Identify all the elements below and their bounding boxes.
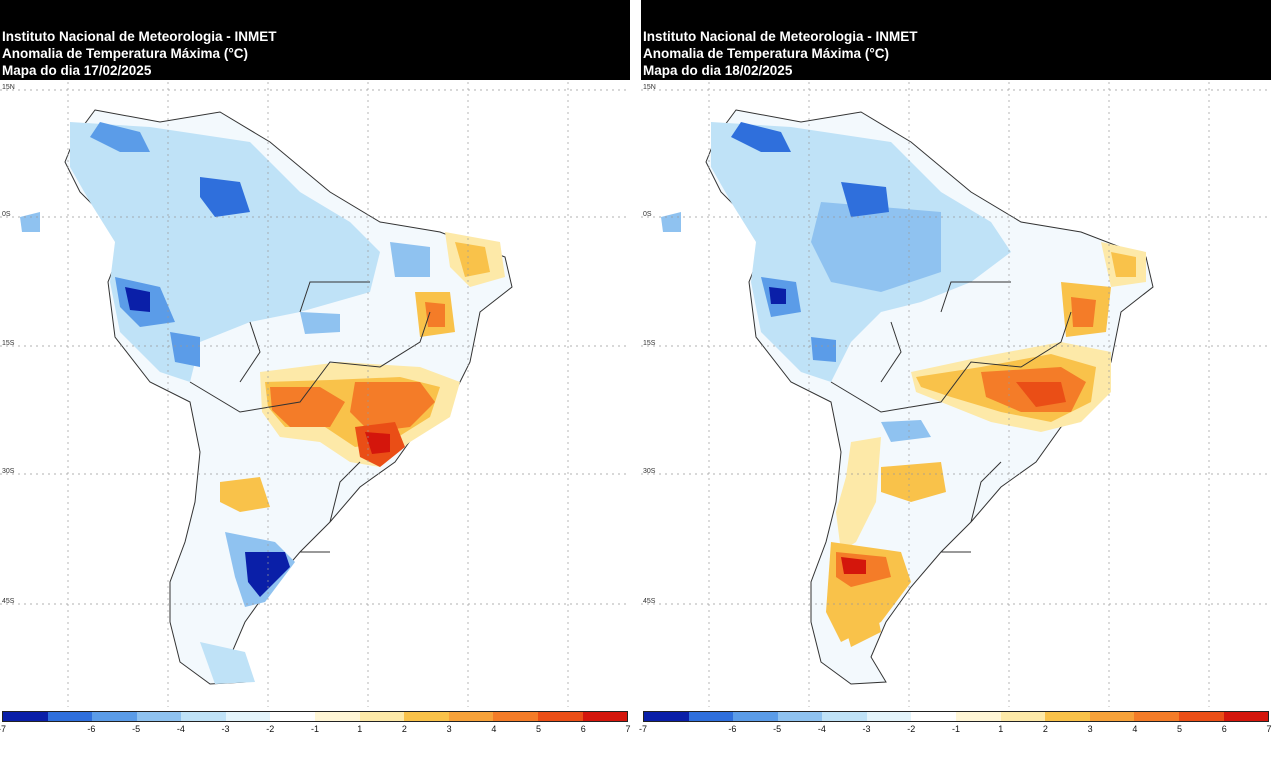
map-header: Instituto Nacional de Meteorologia - INM… xyxy=(641,0,1271,80)
colorbar: -7 -6 -5 -4 -3 -2 -1 1 2 3 4 5 6 7 xyxy=(0,709,631,737)
colorbar-tick-label: -1 xyxy=(310,724,320,734)
colorbar-tick-label: -7 xyxy=(0,724,7,734)
lat-label-45s: 45S xyxy=(643,598,656,605)
colorbar-segment xyxy=(537,712,583,721)
map-header: Instituto Nacional de Meteorologia - INM… xyxy=(0,0,630,80)
map-panel-18-02: Instituto Nacional de Meteorologia - INM… xyxy=(638,0,1272,740)
colorbar-segment xyxy=(1000,712,1046,721)
colorbar-tick-label: 4 xyxy=(1132,724,1138,734)
institution-title: Instituto Nacional de Meteorologia - INM… xyxy=(643,29,918,44)
colorbar-segments xyxy=(643,711,1269,722)
colorbar-tick-label: -6 xyxy=(728,724,737,734)
colorbar-tick-label: 1 xyxy=(357,724,363,734)
colorbar-segment xyxy=(136,712,182,721)
colorbar-segment xyxy=(911,712,957,721)
colorbar-segment xyxy=(315,712,360,721)
colorbar-segments xyxy=(2,711,628,722)
colorbar-segment xyxy=(448,712,494,721)
colorbar-segment xyxy=(270,712,316,721)
south-america-map xyxy=(641,82,1271,707)
colorbar-tick-label: -4 xyxy=(817,724,826,734)
colorbar-segment xyxy=(225,712,271,721)
colorbar-segment xyxy=(688,712,734,721)
map-date: Mapa do dia 17/02/2025 xyxy=(2,63,152,78)
colorbar-segment xyxy=(733,712,778,721)
colorbar-tick-label: 5 xyxy=(536,724,542,734)
colorbar-segment xyxy=(777,712,823,721)
colorbar-tick-label: -4 xyxy=(176,724,185,734)
colorbar-segment xyxy=(493,712,538,721)
colorbar-segment xyxy=(1223,712,1269,721)
colorbar-segment xyxy=(1134,712,1179,721)
colorbar-tick-label: -2 xyxy=(907,724,916,734)
colorbar-tick-label: 7 xyxy=(1266,724,1272,734)
colorbar-tick-label: 3 xyxy=(446,724,452,734)
lat-label-30s: 30S xyxy=(2,468,15,475)
colorbar-segment xyxy=(644,712,689,721)
lat-label-15s: 15S xyxy=(643,340,656,347)
anomaly-map: 15N 0S 15S 30S 45S xyxy=(0,82,630,707)
colorbar-tick-label: 4 xyxy=(491,724,497,734)
colorbar-segment xyxy=(582,712,628,721)
colorbar-segment xyxy=(404,712,449,721)
lat-label-15s: 15S xyxy=(2,340,15,347)
colorbar-segment xyxy=(956,712,1001,721)
colorbar-tick-label: 6 xyxy=(580,724,586,734)
colorbar-tick-label: 2 xyxy=(1042,724,1048,734)
lat-label-15n: 15N xyxy=(643,84,656,91)
colorbar-segment xyxy=(866,712,912,721)
lat-label-30s: 30S xyxy=(643,468,656,475)
colorbar: -7 -6 -5 -4 -3 -2 -1 1 2 3 4 5 6 7 xyxy=(638,709,1272,737)
south-america-map xyxy=(0,82,630,707)
lat-label-45s: 45S xyxy=(2,598,15,605)
colorbar-tick-label: -1 xyxy=(951,724,961,734)
colorbar-tick-label: 6 xyxy=(1221,724,1227,734)
colorbar-segment xyxy=(1089,712,1135,721)
panel-separator xyxy=(631,0,641,764)
colorbar-tick-label: 3 xyxy=(1087,724,1093,734)
colorbar-tick-label: -3 xyxy=(862,724,871,734)
colorbar-tick-label: -7 xyxy=(638,724,648,734)
colorbar-segment xyxy=(1178,712,1224,721)
product-title: Anomalia de Temperatura Máxima (°C) xyxy=(643,46,889,61)
product-title: Anomalia de Temperatura Máxima (°C) xyxy=(2,46,248,61)
colorbar-segment xyxy=(47,712,93,721)
lat-label-0s: 0S xyxy=(2,211,11,218)
colorbar-tick-label: -5 xyxy=(132,724,141,734)
colorbar-segment xyxy=(3,712,48,721)
colorbar-tick-label: -3 xyxy=(221,724,230,734)
map-date: Mapa do dia 18/02/2025 xyxy=(643,63,793,78)
colorbar-tick-label: -6 xyxy=(87,724,96,734)
colorbar-tick-label: -2 xyxy=(266,724,275,734)
colorbar-segment xyxy=(822,712,867,721)
colorbar-segment xyxy=(92,712,137,721)
institution-title: Instituto Nacional de Meteorologia - INM… xyxy=(2,29,277,44)
lat-label-15n: 15N xyxy=(2,84,15,91)
colorbar-tick-label: 5 xyxy=(1177,724,1183,734)
colorbar-tick-label: 2 xyxy=(401,724,407,734)
colorbar-tick-label: 7 xyxy=(625,724,631,734)
colorbar-segment xyxy=(1045,712,1090,721)
anomaly-map: 15N 0S 15S 30S 45S xyxy=(641,82,1271,707)
lat-label-0s: 0S xyxy=(643,211,652,218)
colorbar-segment xyxy=(359,712,405,721)
colorbar-segment xyxy=(181,712,226,721)
map-panel-17-02: Instituto Nacional de Meteorologia - INM… xyxy=(0,0,631,740)
colorbar-tick-label: 1 xyxy=(998,724,1004,734)
colorbar-tick-label: -5 xyxy=(773,724,782,734)
